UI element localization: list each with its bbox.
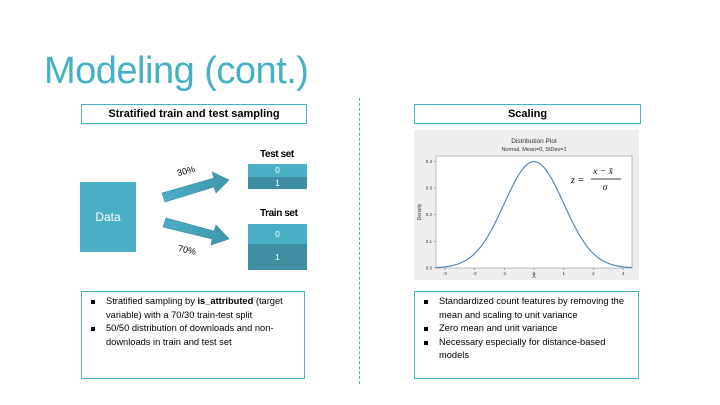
chart-ylabel: Density	[417, 203, 423, 220]
x-tick-label: -2	[473, 271, 477, 276]
right-bullets-box: Standardized count features by removing …	[414, 291, 639, 379]
slide-title: Modeling (cont.)	[44, 50, 309, 92]
formula-lhs: z =	[570, 175, 584, 186]
test-set-label: Test set	[260, 149, 294, 160]
x-tick-label: 0	[533, 271, 536, 276]
y-tick-label: 0.4	[426, 159, 433, 164]
y-tick-label: 0.0	[426, 266, 433, 271]
right-panel-header: Scaling	[414, 104, 641, 124]
x-tick-label: -3	[443, 271, 447, 276]
train-set-row-1: 1	[248, 244, 307, 270]
distribution-plot: Distribution Plot Normal, Mean=0, StDev=…	[417, 138, 633, 280]
data-box: Data	[80, 182, 136, 252]
x-tick-label: 3	[622, 271, 625, 276]
train-set-row-0: 0	[248, 224, 307, 244]
y-tick-label: 0.1	[426, 239, 433, 244]
y-tick-label: 0.2	[426, 212, 433, 217]
panel-divider	[359, 98, 360, 384]
formula-numerator: x − x̄	[592, 167, 613, 177]
right-bullet-3: Necessary especially for distance-based …	[421, 336, 632, 363]
left-bullet-1-pre: Stratified sampling by	[106, 296, 198, 306]
formula-denominator: σ	[603, 183, 608, 193]
chart-xlabel: X	[532, 274, 536, 280]
chart-subtitle: Normal, Mean=0, StDev=1	[501, 147, 566, 153]
density-curve	[435, 161, 633, 269]
z-score-formula: z = x − x̄ σ	[570, 167, 621, 193]
right-bullet-2: Zero mean and unit variance	[421, 322, 632, 336]
left-bullet-1: Stratified sampling by is_attributed (ta…	[88, 295, 298, 322]
arrow-to-test-set	[161, 171, 230, 203]
right-bullet-1: Standardized count features by removing …	[421, 295, 632, 322]
train-set-label: Train set	[260, 208, 298, 219]
left-bullets-box: Stratified sampling by is_attributed (ta…	[81, 291, 305, 379]
left-bullet-1-bold: is_attributed	[197, 296, 254, 306]
chart-title: Distribution Plot	[511, 138, 557, 145]
x-tick-label: 1	[562, 271, 565, 276]
left-panel-header: Stratified train and test sampling	[81, 104, 307, 124]
arrow-to-train-set	[162, 217, 230, 246]
plot-area	[435, 155, 633, 269]
x-tick-label: -1	[502, 271, 506, 276]
left-bullet-1-post: (target variable) with a 70/30 train-tes…	[106, 296, 283, 320]
split-arrows	[161, 171, 230, 246]
test-set-row-1: 1	[248, 177, 307, 189]
test-set-row-0: 0	[248, 164, 307, 177]
x-tick-label: 2	[592, 271, 595, 276]
left-bullet-2: 50/50 distribution of downloads and non-…	[88, 322, 298, 349]
y-tick-label: 0.3	[426, 186, 433, 191]
